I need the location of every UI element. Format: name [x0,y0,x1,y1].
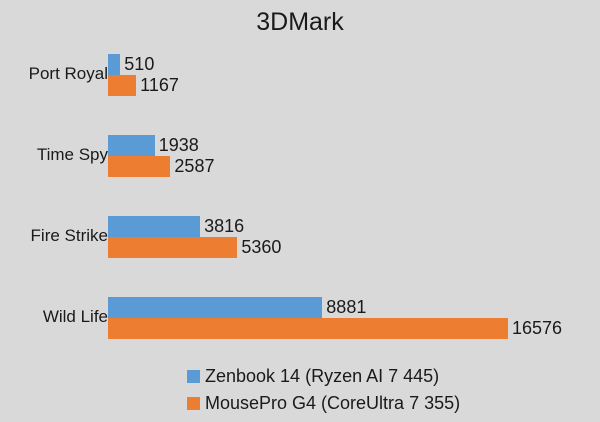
legend-item-mousepro: MousePro G4 (CoreUltra 7 355) [187,393,460,414]
bar [108,237,238,258]
bar [108,54,121,75]
category-label: Port Royal [28,64,108,83]
legend-swatch-blue-icon [187,370,200,383]
data-label: 8881 [326,297,367,317]
bar [108,297,323,318]
bar [108,216,201,237]
category-label: Time Spy [36,145,108,164]
bar [108,156,171,177]
legend-swatch-orange-icon [187,397,200,410]
data-label: 1167 [140,75,179,95]
data-label: 510 [124,54,155,74]
category-label: Wild Life [42,307,108,326]
bar [108,75,137,96]
bar [108,135,155,156]
data-label: 2587 [174,156,215,176]
data-label: 5360 [241,237,282,257]
legend-label: MousePro G4 (CoreUltra 7 355) [205,393,461,413]
data-label: 3816 [204,216,245,236]
legend-item-zenbook: Zenbook 14 (Ryzen AI 7 445) [187,366,439,387]
legend-label: Zenbook 14 (Ryzen AI 7 445) [205,366,440,386]
bar [108,318,508,339]
chart-title: 3DMark [256,8,344,36]
category-label: Fire Strike [30,226,108,245]
data-label: 1938 [158,135,199,155]
data-label: 16576 [512,318,563,338]
